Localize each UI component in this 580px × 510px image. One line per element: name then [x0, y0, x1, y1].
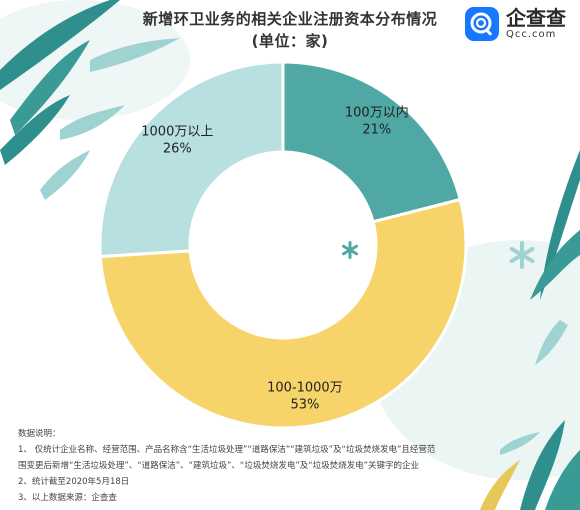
notes-line: 围变更后新增“生活垃圾处理”、“道路保洁”、“建筑垃圾”、“垃圾焚烧发电”及“垃…: [18, 461, 420, 471]
leaf-decoration-right: [530, 150, 580, 365]
chart-title: 新增环卫业务的相关企业注册资本分布情况: [142, 10, 438, 28]
notes-line: 2、统计截至2020年5月18日: [18, 477, 130, 487]
slice-label: 100万以内: [345, 104, 409, 120]
qcc-magnifier-logo-icon: [465, 7, 499, 41]
leaf-decoration-bottom-right: [480, 420, 580, 510]
slice-percent-label: 53%: [290, 397, 319, 412]
donut-slice: [281, 60, 463, 224]
slice-percent-label: 26%: [163, 142, 192, 157]
notes-line: 3、以上数据来源：企查查: [18, 493, 117, 503]
slice-label: 1000万以上: [141, 125, 213, 140]
chart-subtitle: (单位：家): [251, 32, 329, 50]
donut-slice: [98, 197, 468, 430]
leaf-decoration-top-left: [0, 0, 180, 200]
slice-percent-label: 21%: [362, 122, 391, 137]
snowflake-icon: [509, 241, 535, 269]
donut-slice: [98, 60, 285, 259]
logo-name-cn: 企查查: [506, 6, 566, 30]
snowflake-icon: [342, 241, 358, 259]
notes-line: 1、 仅统计企业名称、经营范围、产品名称含“生活垃圾处理”“道路保洁”“建筑垃圾…: [18, 445, 436, 455]
data-notes: 数据说明： 1、 仅统计企业名称、经营范围、产品名称含“生活垃圾处理”“道路保洁…: [18, 426, 518, 506]
notes-heading: 数据说明：: [18, 429, 61, 439]
slice-label: 100-1000万: [267, 380, 343, 395]
logo-name-en: Qcc.com: [506, 29, 557, 40]
qcc-logo: 企查查 Qcc.com: [464, 6, 566, 42]
